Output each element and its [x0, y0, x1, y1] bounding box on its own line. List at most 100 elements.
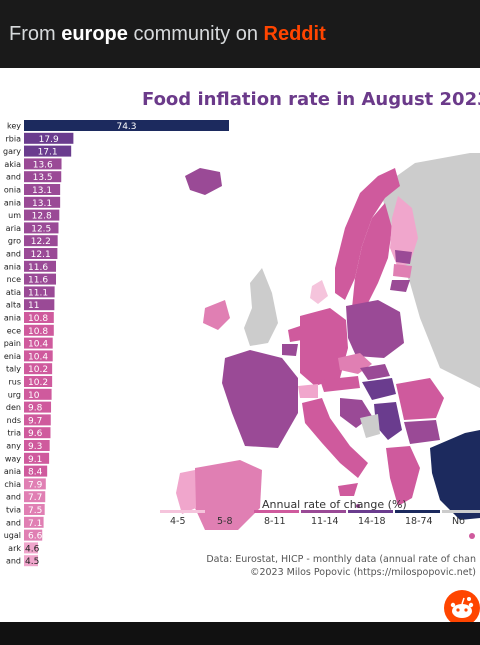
bar-value-label: 9.6: [28, 429, 43, 439]
map-ireland: [203, 300, 230, 330]
bar-category-label: ania: [4, 314, 21, 323]
bar: [24, 184, 61, 195]
bar-value-label: 12.1: [31, 250, 51, 260]
bar-value-label: 10.2: [28, 365, 48, 375]
bar: [24, 260, 57, 272]
bar-category-label: den: [6, 403, 21, 412]
bar: [24, 324, 54, 336]
legend: [160, 510, 480, 513]
reddit-snoo-icon[interactable]: [444, 590, 480, 622]
bar: [24, 555, 38, 567]
bar-value-label: 17.1: [38, 148, 58, 158]
bar-category-label: and: [6, 493, 21, 502]
bar: [24, 529, 43, 541]
bar-category-label: way: [5, 454, 21, 463]
bottom-bar: [0, 622, 480, 645]
bar: [24, 452, 50, 464]
bar: [24, 427, 51, 439]
bar: [24, 248, 58, 259]
bar-category-label: nds: [7, 416, 21, 425]
bar-category-label: ania: [4, 198, 21, 207]
map-hungary: [362, 378, 396, 400]
legend-swatch: [207, 510, 252, 513]
legend-swatch: [395, 510, 440, 513]
map-latvia: [393, 264, 412, 278]
map-greece: [386, 446, 420, 506]
bar: [24, 145, 72, 157]
bar-value-label: 8.4: [28, 468, 43, 478]
map-malta: [356, 504, 360, 508]
bar-category-label: gro: [8, 237, 21, 246]
map-switzerland: [298, 384, 318, 398]
bar: [24, 132, 74, 144]
bar: [24, 440, 50, 451]
bar-value-label: 12.2: [31, 237, 51, 247]
bar-value-label: 7.7: [28, 493, 42, 503]
map-poland: [346, 300, 404, 358]
bar-category-label: pain: [4, 339, 21, 348]
chart-svg: key 74.3 rbia 17.9 gary 17.1 akia 13.6 and 13.5 on…: [3, 120, 480, 567]
bar-value-label: 13.1: [32, 199, 52, 209]
bar-category-label: taly: [6, 365, 21, 374]
map-germany: [300, 308, 348, 386]
bar-category-label: tria: [7, 429, 21, 438]
bar-value-label: 13.5: [33, 173, 53, 183]
source-line-2: ©2023 Milos Popovic (https://milospopovi…: [249, 567, 476, 578]
bar-category-label: onia: [4, 186, 21, 195]
map-norway: [335, 168, 400, 300]
bar: [24, 171, 62, 183]
legend-title: Annual rate of change (%): [262, 498, 407, 511]
bar: [24, 337, 53, 349]
bar-category-label: rus: [8, 378, 21, 387]
map-romania: [396, 378, 444, 420]
bar: [24, 350, 53, 362]
map-italy: [302, 398, 368, 478]
bar-value-label: 6.6: [28, 532, 43, 542]
bar-category-label: nce: [7, 275, 21, 284]
source-note: Data: Eurostat, HICP - monthly data (ann…: [206, 553, 476, 579]
bar: [24, 235, 58, 247]
bar-category-label: and: [6, 518, 21, 527]
bar-category-label: and: [6, 557, 21, 566]
bar-category-label: ania: [4, 467, 21, 476]
bar-category-label: rbia: [6, 134, 22, 143]
bar: [24, 299, 55, 311]
map-netherlands: [288, 326, 302, 342]
legend-label: 4-5: [170, 516, 186, 527]
bar: [24, 120, 229, 131]
bar-category-label: um: [8, 211, 21, 220]
bar: [24, 222, 59, 234]
bar: [24, 158, 62, 170]
bar: [24, 376, 53, 387]
map-iceland: [185, 168, 222, 195]
reddit-brand[interactable]: Reddit: [263, 23, 326, 45]
bar-category-label: urg: [8, 390, 21, 399]
map-france: [222, 350, 298, 448]
map-belgium: [282, 344, 298, 356]
bar-category-label: ark: [8, 544, 21, 553]
legend-swatch: [160, 510, 205, 513]
bar: [24, 286, 55, 298]
legend-label: 8-11: [264, 516, 286, 527]
bar-category-label: tvia: [6, 506, 21, 515]
map-portugal: [176, 470, 196, 514]
map-sicily: [338, 483, 358, 496]
legend-swatch: [254, 510, 299, 513]
bar-category-label: enia: [4, 352, 21, 361]
bar: [24, 491, 46, 503]
bar: [24, 516, 44, 528]
community-name[interactable]: europe: [61, 23, 128, 45]
bar: [24, 312, 54, 323]
image-panel: Food inflation rate in August 2023: [0, 68, 480, 622]
map-austria: [320, 376, 360, 392]
bar-category-label: gary: [3, 147, 21, 156]
europe-map: [176, 153, 480, 539]
bar-category-label: akia: [4, 160, 21, 169]
bar-value-label: 7.5: [28, 506, 42, 516]
bar-value-label: 10.4: [28, 340, 48, 350]
bar: [24, 414, 51, 426]
bar-category-label: ugal: [4, 531, 21, 540]
bar-category-label: alta: [6, 301, 21, 310]
map-sweden: [352, 203, 392, 308]
bar-value-label: 11.6: [28, 263, 48, 273]
